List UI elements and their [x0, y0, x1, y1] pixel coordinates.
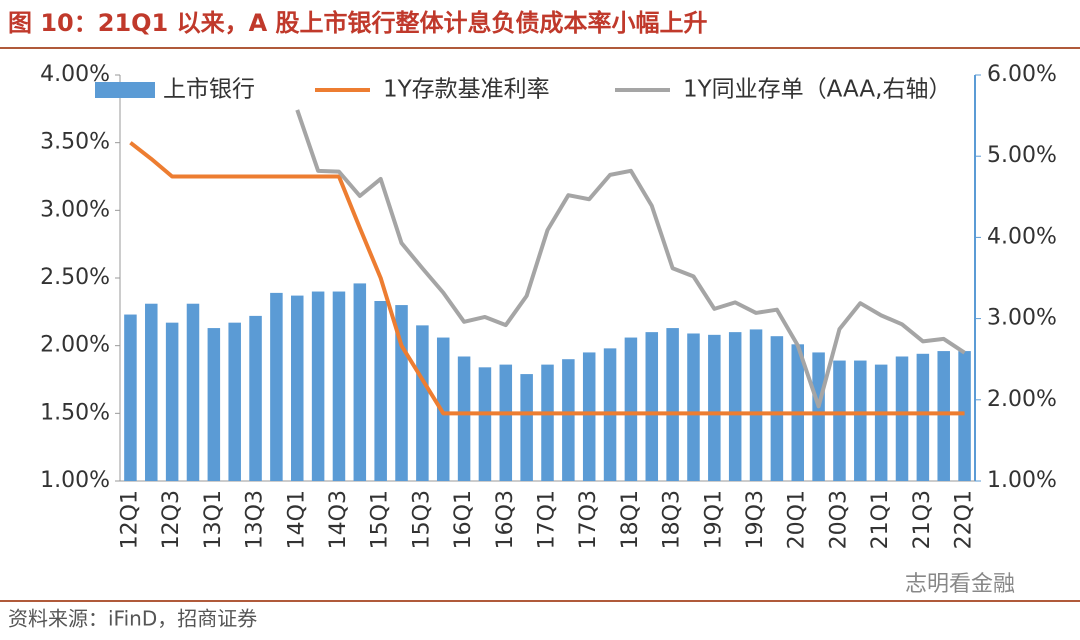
bar [687, 333, 700, 481]
bar [624, 337, 638, 481]
bar [895, 356, 909, 481]
x-tick-label: 20Q1 [785, 490, 810, 549]
x-tick-label: 14Q3 [326, 490, 351, 549]
legend-swatch [95, 82, 155, 98]
x-tick-label: 16Q3 [493, 490, 518, 549]
x-tick-label: 21Q1 [868, 490, 893, 549]
bar [207, 328, 221, 481]
bar [311, 291, 325, 481]
bar [582, 352, 596, 481]
x-tick-label: 20Q3 [826, 490, 851, 549]
bar [728, 332, 742, 481]
bar [353, 283, 367, 481]
y-tick-label: 3.00% [40, 197, 110, 222]
x-tick-label: 16Q1 [451, 490, 476, 549]
bar [145, 303, 158, 481]
bar [291, 295, 304, 481]
y-tick-label: 2.50% [40, 265, 110, 290]
x-tick-label: 15Q1 [368, 490, 393, 549]
x-tick-label: 17Q1 [535, 490, 560, 549]
legend-label: 上市银行 [163, 77, 255, 103]
bar [874, 364, 888, 481]
y2-tick-label: 3.00% [987, 306, 1057, 331]
bar [937, 351, 950, 481]
bar [457, 356, 471, 481]
x-tick-label: 15Q3 [409, 490, 434, 549]
bar [416, 325, 429, 481]
bar [436, 337, 450, 481]
bar [124, 314, 137, 481]
bar [332, 291, 346, 481]
x-tick-label: 17Q3 [576, 490, 601, 549]
y2-tick-label: 2.00% [987, 387, 1057, 412]
bar [708, 334, 721, 481]
x-tick-label: 19Q3 [743, 490, 768, 549]
bar [666, 328, 679, 481]
bar [958, 351, 971, 481]
y2-tick-label: 1.00% [987, 468, 1057, 493]
x-tick-label: 13Q3 [243, 490, 268, 549]
bar [374, 301, 387, 481]
bar [770, 336, 784, 481]
legend-label: 1Y存款基准利率 [383, 77, 550, 103]
bar [854, 360, 867, 481]
x-tick-label: 21Q3 [910, 490, 935, 549]
watermark: 志明看金融 [905, 572, 1015, 597]
bar [749, 329, 763, 481]
x-tick-label: 18Q3 [660, 490, 685, 549]
source: 资料来源：iFinD，招商证券 [8, 607, 257, 631]
y2-tick-label: 6.00% [987, 62, 1057, 87]
bar [541, 364, 554, 481]
y-tick-label: 1.00% [40, 468, 110, 493]
y2-tick-label: 4.00% [987, 224, 1057, 249]
legend-label: 1Y同业存单（AAA,右轴） [683, 77, 951, 103]
bar [520, 374, 533, 481]
y-tick-label: 3.50% [40, 130, 110, 155]
bar [499, 364, 513, 481]
line [129, 141, 965, 416]
chart-title: 图 10：21Q1 以来，A 股上市银行整体计息负债成本率小幅上升 [8, 9, 708, 37]
x-tick-label: 12Q3 [159, 490, 184, 549]
bar [165, 322, 179, 481]
bar [916, 353, 930, 481]
bar [270, 292, 283, 481]
x-tick-label: 18Q1 [618, 490, 643, 549]
x-tick-label: 22Q1 [952, 490, 977, 549]
bar [228, 322, 241, 481]
x-tick-label: 13Q1 [201, 490, 226, 549]
bar [186, 303, 200, 481]
bar [478, 367, 492, 481]
bar [562, 359, 575, 481]
x-tick-label: 19Q1 [701, 490, 726, 549]
bar [833, 360, 846, 481]
bar [645, 332, 659, 481]
bar [249, 315, 262, 481]
y2-tick-label: 5.00% [987, 143, 1057, 168]
x-tick-label: 14Q1 [284, 490, 309, 549]
line [295, 109, 966, 409]
x-tick-label: 12Q1 [117, 490, 142, 549]
y-tick-label: 1.50% [40, 400, 110, 425]
y-tick-label: 2.00% [40, 333, 110, 358]
bar [812, 352, 825, 481]
